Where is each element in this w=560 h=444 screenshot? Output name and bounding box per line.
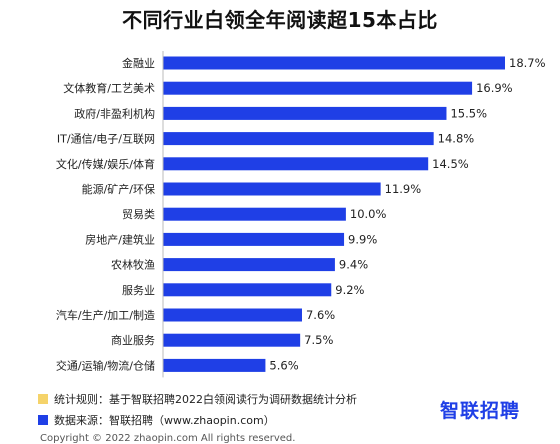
footer-source: 数据来源：智联招聘（www.zhaopin.com） bbox=[38, 412, 275, 428]
value-label: 9.2% bbox=[335, 283, 364, 297]
bar bbox=[163, 182, 381, 196]
category-label: IT/通信/电子/互联网 bbox=[57, 133, 155, 146]
value-label: 5.6% bbox=[269, 358, 298, 372]
bar bbox=[163, 333, 301, 347]
value-label: 7.6% bbox=[306, 308, 335, 322]
value-label: 18.7% bbox=[509, 56, 546, 70]
value-label: 10.0% bbox=[350, 207, 387, 221]
bar bbox=[163, 106, 447, 120]
value-label: 15.5% bbox=[450, 106, 487, 120]
bar bbox=[163, 232, 345, 246]
value-label: 11.9% bbox=[385, 182, 422, 196]
category-label: 政府/非盈利机构 bbox=[74, 106, 155, 120]
category-label: 房地产/建筑业 bbox=[85, 232, 155, 246]
category-label: 能源/矿产/环保 bbox=[82, 182, 155, 196]
bar bbox=[163, 283, 332, 297]
value-label: 14.8% bbox=[438, 132, 475, 146]
bar bbox=[163, 258, 335, 272]
category-label: 金融业 bbox=[122, 56, 155, 70]
bar bbox=[163, 56, 505, 70]
category-label: 贸易类 bbox=[122, 207, 155, 221]
category-label: 文化/传媒/娱乐/体育 bbox=[56, 157, 155, 171]
value-label: 14.5% bbox=[432, 157, 469, 171]
bar bbox=[163, 81, 473, 95]
category-label: 农林牧渔 bbox=[111, 258, 155, 272]
rule-legend-square bbox=[38, 394, 48, 404]
bar bbox=[163, 308, 302, 322]
bar bbox=[163, 207, 346, 221]
chart-title: 不同行业白领全年阅读超15本占比 bbox=[122, 8, 438, 32]
zhaopin-logo: 智联招聘 bbox=[440, 400, 521, 422]
category-label: 交通/运输/物流/仓储 bbox=[56, 358, 155, 372]
category-label: 服务业 bbox=[122, 284, 155, 297]
value-label: 7.5% bbox=[304, 333, 333, 347]
bar bbox=[163, 358, 266, 372]
bars-group: 金融业 18.7% 文体教育/工艺美术 16.9% 政府/非盈利机构 15.5% IT/通信… bbox=[56, 51, 546, 378]
category-label: 商业服务 bbox=[111, 333, 155, 347]
source-legend-square bbox=[38, 415, 48, 425]
bar bbox=[163, 157, 429, 171]
category-label: 文体教育/工艺美术 bbox=[63, 81, 155, 95]
bar bbox=[163, 132, 434, 146]
copyright-text: Copyright © 2022 zhaopin.com All rights … bbox=[40, 433, 296, 444]
rule-text: 统计规则：基于智联招聘2022白领阅读行为调研数据统计分析 bbox=[54, 393, 357, 406]
value-label: 9.9% bbox=[348, 232, 377, 246]
value-label: 9.4% bbox=[339, 258, 368, 272]
footer-rule: 统计规则：基于智联招聘2022白领阅读行为调研数据统计分析 bbox=[38, 391, 357, 407]
bar-chart: 金融业 18.7% 文体教育/工艺美术 16.9% 政府/非盈利机构 15.5% IT/通信… bbox=[56, 51, 546, 378]
source-text: 数据来源：智联招聘（www.zhaopin.com） bbox=[54, 414, 275, 427]
value-label: 16.9% bbox=[476, 81, 513, 95]
category-label: 汽车/生产/加工/制造 bbox=[56, 308, 155, 322]
